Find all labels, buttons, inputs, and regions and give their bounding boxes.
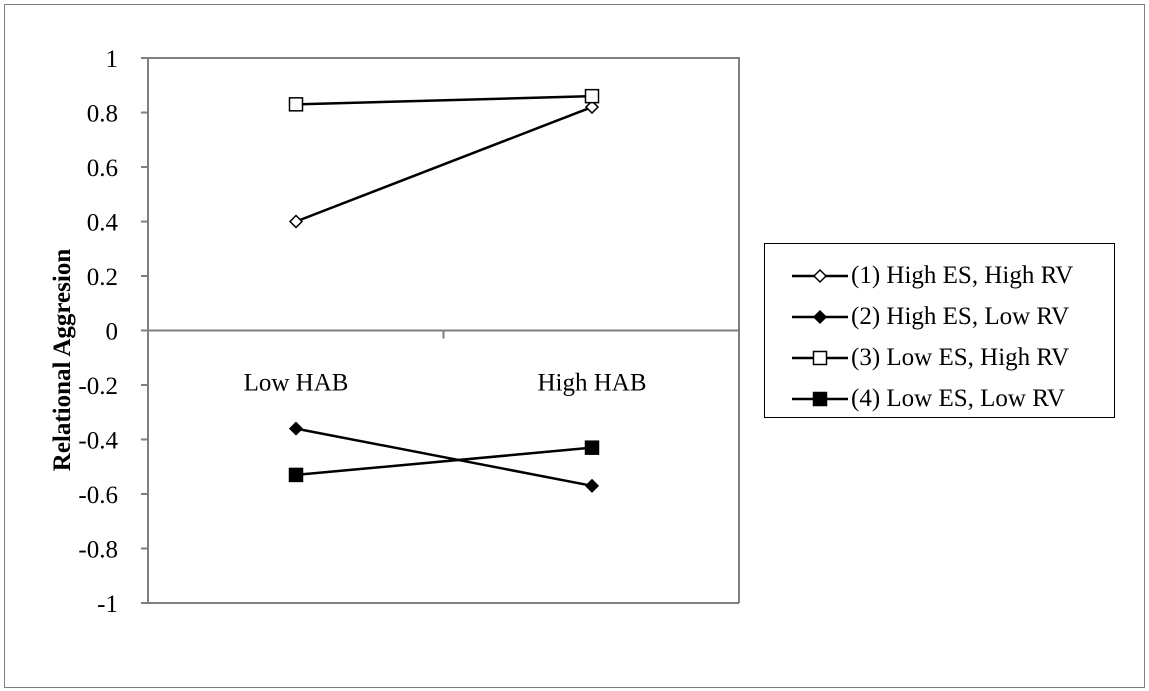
- legend-marker: [812, 309, 828, 325]
- y-axis: 1 0.8 0.6 0.4 0.2 0 -0.2 -0.4 -0.6 -0.8 -1: [78, 46, 148, 618]
- data-point: [584, 99, 600, 115]
- legend-label: (3) Low ES, High RV: [851, 344, 1070, 371]
- y-tick-label: -1: [97, 591, 118, 618]
- legend: (1) High ES, High RV (2) High ES, Low RV (…: [764, 243, 1115, 418]
- data-point: [584, 478, 600, 493]
- y-tick-label: -0.2: [78, 373, 118, 400]
- y-axis-label: Relational Aggresion: [49, 249, 76, 472]
- legend-label: (2) High ES, Low RV: [851, 303, 1070, 330]
- y-tick-label: 0.2: [87, 264, 118, 291]
- data-point: [288, 97, 304, 112]
- series-line: [295, 105, 593, 223]
- legend-marker: [812, 268, 828, 284]
- legend-marker: [812, 391, 828, 407]
- data-point: [288, 421, 304, 436]
- series-line: [295, 94, 593, 106]
- legend-item: (1) High ES, High RV: [765, 256, 1114, 296]
- y-tick-label: 0.8: [87, 101, 118, 128]
- x-tick-label: High HAB: [537, 370, 646, 397]
- y-tick-label: -0.4: [78, 428, 118, 455]
- data-point: [584, 440, 600, 455]
- y-tick-label: 1: [106, 46, 119, 73]
- series-1: [288, 99, 600, 229]
- legend-item: (2) High ES, Low RV: [765, 297, 1114, 337]
- legend-label: (1) High ES, High RV: [851, 262, 1074, 289]
- data-point: [288, 467, 304, 483]
- legend-swatch: [792, 268, 848, 284]
- plot-border: [148, 57, 740, 603]
- legend-swatch: [792, 309, 848, 325]
- y-tick-label: 0.4: [87, 210, 119, 237]
- legend-item: (3) Low ES, High RV: [765, 338, 1114, 378]
- series-2: [288, 421, 600, 493]
- y-tick-label: 0.6: [87, 155, 118, 182]
- series-3: [288, 88, 600, 112]
- legend-marker: [812, 350, 828, 366]
- x-axis: Low HAB High HAB: [147, 329, 740, 397]
- legend-item: (4) Low ES, Low RV: [765, 379, 1114, 419]
- legend-swatch: [792, 391, 848, 407]
- series-line: [295, 427, 593, 488]
- y-tick-label: 0: [106, 319, 119, 346]
- y-tick-label: -0.6: [78, 482, 118, 509]
- x-tick-label: Low HAB: [244, 370, 349, 397]
- legend-swatch: [792, 350, 848, 366]
- series-layer: [288, 88, 600, 493]
- series-line: [295, 446, 593, 477]
- chart-frame: [4, 4, 1145, 688]
- data-point: [584, 88, 600, 104]
- legend-label: (4) Low ES, Low RV: [851, 385, 1065, 412]
- y-tick-label: -0.8: [78, 537, 118, 564]
- data-point: [288, 214, 304, 229]
- series-4: [288, 440, 600, 483]
